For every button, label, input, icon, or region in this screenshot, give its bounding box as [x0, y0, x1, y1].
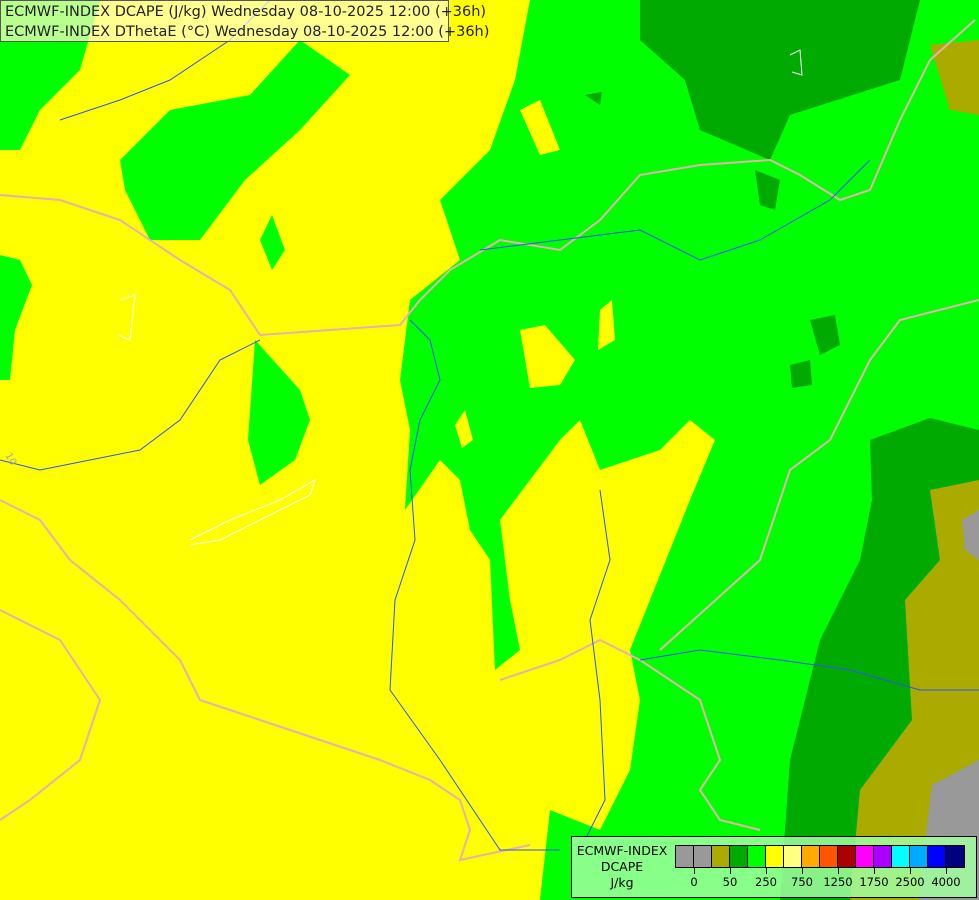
legend-swatch [712, 846, 730, 867]
legend-tick-label: 250 [755, 875, 777, 889]
legend-swatch [820, 846, 838, 867]
color-legend: ECMWF-INDEX DCAPE J/kg 0 50 250 750 1250 1750… [571, 836, 977, 898]
legend-tick [802, 868, 803, 874]
legend-swatch [838, 846, 856, 867]
legend-tick [946, 868, 947, 874]
legend-unit: J/kg [610, 875, 634, 890]
legend-swatch [856, 846, 874, 867]
legend-tick [766, 868, 767, 874]
legend-tick-label: 750 [791, 875, 813, 889]
map-title-box: ECMWF-INDEX DCAPE (J/kg) Wednesday 08-10… [0, 0, 490, 42]
legend-tick [874, 868, 875, 874]
legend-swatch [928, 846, 946, 867]
legend-swatch [766, 846, 784, 867]
legend-swatch [730, 846, 748, 867]
legend-model: ECMWF-INDEX [576, 843, 668, 858]
green-region-center-west [248, 340, 310, 485]
title-line-dcape: ECMWF-INDEX DCAPE (J/kg) Wednesday 08-10… [5, 4, 487, 20]
legend-swatch [784, 846, 802, 867]
green-region-west-edge [0, 255, 32, 380]
legend-tick-label: 2500 [895, 875, 925, 889]
legend-swatch [748, 846, 766, 867]
legend-swatch [946, 846, 964, 867]
green-region-north [120, 40, 350, 240]
legend-tick [838, 868, 839, 874]
legend-swatch [874, 846, 892, 867]
legend-tick-label: 1250 [823, 875, 853, 889]
legend-tick [694, 868, 695, 874]
country-borders [0, 19, 979, 862]
yellow-islands [455, 100, 615, 448]
legend-swatch [892, 846, 910, 867]
rivers [0, 0, 979, 851]
title-line-dthetae: ECMWF-INDEX DThetaE (°C) Wednesday 08-10… [5, 24, 490, 40]
legend-tick [910, 868, 911, 874]
legend-tick-label: 4000 [931, 875, 961, 889]
legend-tick-label: 50 [722, 875, 738, 889]
legend-swatch [694, 846, 712, 867]
legend-tick-label: 1750 [859, 875, 889, 889]
legend-swatches [675, 845, 965, 868]
green-region-small [260, 215, 285, 270]
legend-tick [730, 868, 731, 874]
legend-label: ECMWF-INDEX DCAPE J/kg [574, 843, 670, 891]
legend-swatch [910, 846, 928, 867]
legend-swatch [676, 846, 694, 867]
legend-swatch [802, 846, 820, 867]
legend-parameter: DCAPE [600, 859, 644, 874]
white-contours [117, 49, 803, 546]
legend-tick-label: 0 [690, 875, 698, 889]
